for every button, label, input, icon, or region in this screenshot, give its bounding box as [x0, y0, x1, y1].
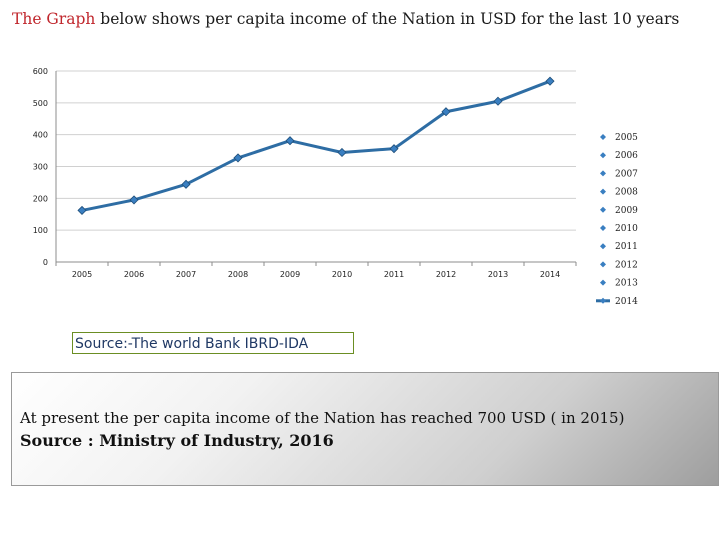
data-point-2012 [441, 107, 451, 117]
chart-heading: The Graph below shows per capita income … [2, 8, 702, 30]
legend-label-2005: 2005 [615, 133, 638, 143]
legend-marker-2012 [600, 261, 606, 268]
series-line [81, 79, 551, 212]
y-tick-label: 500 [33, 99, 48, 108]
axis-layer: 0 100 200 300 400 500 600 2005 2006 2007 2008 2009 2… [33, 67, 577, 279]
legend-label-2014: 2014 [615, 297, 638, 307]
heading-text: below shows per capita income of the Nat… [95, 10, 680, 28]
legend-label-2009: 2009 [615, 206, 638, 216]
x-tick-label-2006: 2006 [124, 270, 144, 279]
legend-marker-2011 [600, 243, 606, 250]
legend-marker-2005 [600, 134, 606, 140]
data-point-2006 [129, 195, 139, 205]
series-layer [77, 76, 555, 215]
note-present-income: At present the per capita income of the … [20, 409, 625, 427]
data-point-2013 [493, 96, 503, 106]
legend-marker-2008 [600, 188, 606, 195]
data-point-2007 [181, 179, 191, 189]
legend-marker-2010 [600, 225, 606, 231]
source-box: Source:-The world Bank IBRD-IDA [72, 332, 354, 354]
legend-marker-2006 [600, 152, 606, 159]
legend-marker-2013 [600, 279, 606, 286]
heading-accent: The Graph [12, 10, 96, 28]
y-tick-label: 300 [33, 163, 48, 172]
legend-marker-2014 [600, 297, 606, 304]
y-tick-label: 600 [33, 67, 48, 76]
x-tick-label-2013: 2013 [488, 270, 508, 279]
legend-label-2007: 2007 [615, 169, 638, 179]
legend-label-2008: 2008 [615, 188, 638, 198]
data-point-2010 [337, 147, 347, 158]
y-tick-label: 0 [43, 258, 48, 267]
data-point-2011 [389, 144, 399, 154]
data-point-2005 [77, 205, 87, 215]
legend-label-2012: 2012 [615, 260, 638, 270]
legend-label-2006: 2006 [615, 151, 638, 161]
legend-marker-2009 [600, 206, 606, 213]
data-point-2008 [233, 153, 243, 163]
x-tick-label-2009: 2009 [280, 270, 300, 279]
legend-label-2010: 2010 [615, 224, 638, 234]
legend-layer: 2005 2006 2007 2008 2009 2010 2011 2012 2013 2014 [596, 133, 638, 307]
legend-label-2013: 2013 [615, 279, 638, 289]
data-point-2009 [285, 136, 295, 146]
y-tick-label: 100 [33, 226, 48, 235]
x-tick-label-2005: 2005 [72, 270, 92, 279]
x-tick-label-2010: 2010 [332, 270, 352, 279]
note-box: At present the per capita income of the … [11, 372, 719, 486]
x-tick-label-2008: 2008 [228, 270, 248, 279]
data-point-2014 [545, 76, 555, 86]
y-tick-label: 200 [33, 194, 48, 203]
note-source: Source : Ministry of Industry, 2016 [20, 431, 334, 450]
x-tick-label-2012: 2012 [436, 270, 456, 279]
y-tick-label: 400 [33, 131, 48, 140]
x-tick-label-2011: 2011 [384, 270, 404, 279]
x-tick-label-2014: 2014 [540, 270, 560, 279]
legend-marker-2007 [600, 170, 606, 177]
x-tick-label-2007: 2007 [176, 270, 196, 279]
legend-label-2011: 2011 [615, 242, 638, 252]
